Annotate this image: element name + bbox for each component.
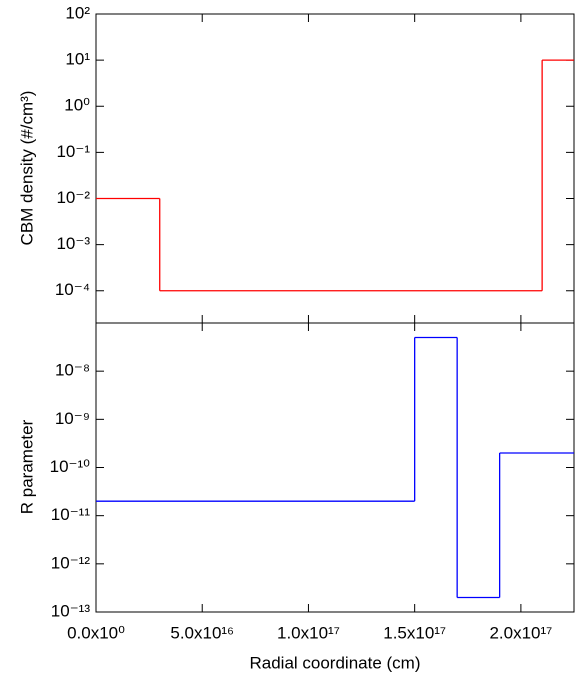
bottom-frame — [95, 322, 575, 613]
y-tick-label: 10² — [65, 3, 90, 22]
y-tick-label: 10⁻² — [56, 188, 90, 207]
y-tick-label: 10⁻¹¹ — [51, 505, 91, 524]
y-tick-label: 10⁻³ — [56, 234, 90, 253]
y-tick-label: 10⁻⁴ — [55, 280, 90, 299]
y-tick-label: 10¹ — [65, 50, 90, 69]
x-axis-title: Radial coordinate (cm) — [249, 653, 420, 672]
y-tick-label: 10⁻¹³ — [51, 601, 91, 620]
x-tick-label: 2.0x10¹⁷ — [489, 623, 552, 642]
x-tick-label: 1.5x10¹⁷ — [383, 623, 446, 642]
y-axis-title: R parameter — [17, 419, 36, 514]
y-tick-label: 10⁻¹ — [56, 142, 90, 161]
y-tick-label: 10⁻¹⁰ — [50, 457, 91, 476]
top-frame — [95, 13, 575, 324]
y-tick-label: 10⁻⁸ — [55, 361, 90, 380]
y-axis-title: CBM density (#/cm³) — [17, 91, 36, 246]
y-tick-label: 10⁰ — [64, 96, 90, 115]
x-tick-label: 1.0x10¹⁷ — [277, 623, 340, 642]
x-tick-label: 0.0x10⁰ — [67, 623, 125, 642]
y-tick-label: 10⁻¹² — [51, 553, 91, 572]
y-tick-label: 10⁻⁹ — [55, 409, 90, 428]
x-tick-label: 5.0x10¹⁶ — [170, 623, 234, 642]
